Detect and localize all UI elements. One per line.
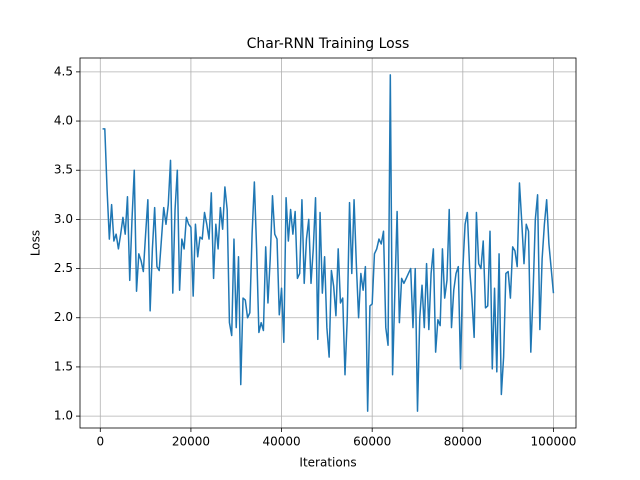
x-tick-label: 20000: [172, 435, 210, 449]
x-tick-label: 100000: [531, 435, 577, 449]
x-tick-label: 40000: [262, 435, 300, 449]
y-axis-label: Loss: [29, 230, 43, 256]
y-tick-label: 4.0: [54, 114, 73, 128]
y-tick-label: 2.5: [54, 261, 73, 275]
x-axis-label: Iterations: [299, 456, 356, 470]
y-tick-label: 1.5: [54, 359, 73, 373]
x-tick-label: 0: [96, 435, 104, 449]
chart-title: Char-RNN Training Loss: [247, 36, 410, 52]
x-tick-label: 60000: [353, 435, 391, 449]
y-tick-label: 3.0: [54, 212, 73, 226]
y-tick-label: 2.0: [54, 310, 73, 324]
y-tick-label: 4.5: [54, 64, 73, 78]
x-tick-label: 80000: [444, 435, 482, 449]
y-tick-label: 1.0: [54, 409, 73, 423]
loss-line: [102, 74, 555, 412]
y-tick-label: 3.5: [54, 163, 73, 177]
plot-frame: [79, 57, 577, 429]
